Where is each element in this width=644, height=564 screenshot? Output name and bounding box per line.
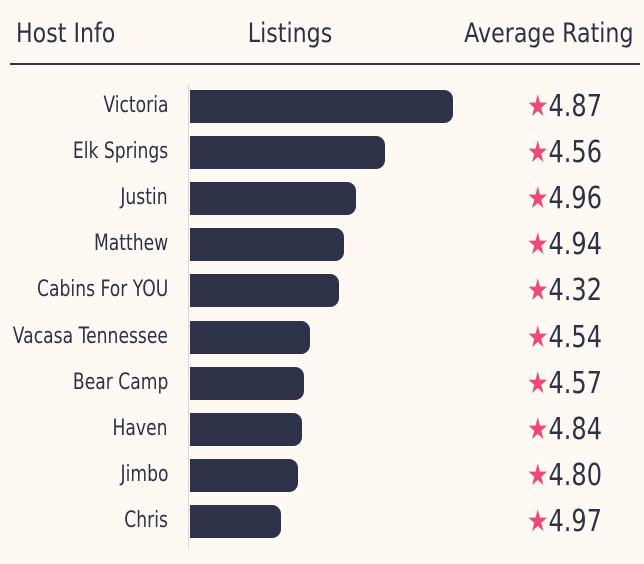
average-rating-header: Average Rating [464,18,634,49]
host-name-label: Bear Camp [72,369,168,395]
host-name-label: Matthew [93,231,168,257]
chart-row: Victoria ★4.87 [0,88,644,134]
rating-value: ★4.80 [527,457,602,495]
host-name-label: Cabins For YOU [36,277,168,303]
chart-row: Vacasa Tennessee ★4.54 [0,319,644,365]
chart-row: Cabins For YOU ★4.32 [0,272,644,318]
rating-value: ★4.96 [527,180,602,218]
rating-value: ★4.97 [527,503,602,541]
rating-value: ★4.32 [527,272,602,310]
chart-row: Jimbo ★4.80 [0,457,644,503]
host-name-label: Justin [120,185,168,211]
rating-number: 4.80 [548,457,602,493]
listings-header: Listings [247,18,333,49]
listings-bar [190,366,304,400]
star-icon: ★ [527,227,549,263]
listings-bar [190,182,356,216]
rating-number: 4.97 [548,503,602,539]
chart-row: Haven ★4.84 [0,411,644,457]
star-icon: ★ [527,411,549,447]
rating-number: 4.57 [548,365,602,401]
chart-row: Chris ★4.97 [0,503,644,549]
star-icon: ★ [527,457,549,493]
listings-bar [190,458,298,492]
host-name-label: Jimbo [120,461,168,487]
host-name-label: Vacasa Tennessee [12,323,168,349]
rating-number: 4.54 [548,319,602,355]
rating-value: ★4.87 [527,88,602,126]
star-icon: ★ [527,503,549,539]
rating-number: 4.87 [548,89,602,124]
chart-row: Matthew ★4.94 [0,226,644,272]
header-divider [10,63,640,65]
host-name-label: Chris [124,507,168,533]
rating-number: 4.84 [548,411,602,447]
listings-bar [190,274,339,308]
chart-row: Elk Springs ★4.56 [0,134,644,180]
rating-number: 4.94 [548,227,602,263]
rating-value: ★4.56 [527,134,602,172]
star-icon: ★ [527,365,549,401]
star-icon: ★ [527,181,549,217]
listings-bar [190,412,302,446]
host-name-label: Victoria [102,93,168,118]
star-icon: ★ [527,89,549,124]
listings-bar [190,320,310,354]
rating-value: ★4.84 [527,411,602,449]
listings-bar [190,504,281,538]
listings-bar [190,90,453,123]
host-name-label: Elk Springs [72,139,168,165]
star-icon: ★ [527,273,549,309]
star-icon: ★ [527,135,549,171]
chart-row: Justin ★4.96 [0,180,644,226]
host-name-label: Haven [112,415,168,441]
rating-value: ★4.57 [527,365,602,403]
rating-value: ★4.94 [527,226,602,264]
bar-axis-line [188,84,189,550]
rating-number: 4.56 [548,135,602,171]
listings-bar [190,136,385,170]
host-info-header: Host Info [16,18,116,49]
star-icon: ★ [527,319,549,355]
rating-number: 4.96 [548,181,602,217]
chart-row: Bear Camp ★4.57 [0,365,644,411]
listings-bar [190,228,344,262]
rating-number: 4.32 [548,273,602,309]
rating-value: ★4.54 [527,319,602,357]
